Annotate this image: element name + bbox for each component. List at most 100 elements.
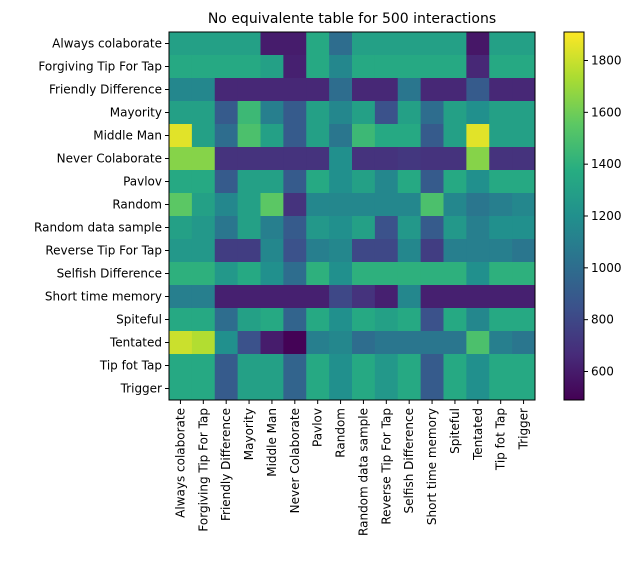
heatmap-cell [191,239,216,263]
heatmap-cell [420,55,445,79]
heatmap-cell [329,377,353,401]
heatmap-cell [191,377,216,401]
heatmap-cell [352,55,376,79]
heatmap-cell [306,124,330,148]
heatmap-cell [374,78,399,102]
heatmap-cell [512,193,536,217]
heatmap-cell [443,32,467,56]
y-tick-labels: Always colaborate Forgiving Tip For Tap Fr… [34,37,169,396]
heatmap-cell [443,331,467,355]
heatmap-cell [329,170,353,194]
heatmap-cell [169,32,193,56]
heatmap-cell [512,285,536,309]
heatmap-cell [512,124,536,148]
heatmap-cell [397,170,422,194]
y-tick-label: Never Colaborate [57,152,162,166]
heatmap-cell [397,101,422,125]
heatmap-cell [512,101,536,125]
heatmap-cell [329,216,353,240]
heatmap-cell [352,354,376,378]
heatmap-cell [260,239,284,263]
heatmap-cell [191,124,216,148]
heatmap-cell [329,239,353,263]
heatmap-cell [214,193,239,217]
heatmap-cell [466,239,490,263]
heatmap-cell [374,377,399,401]
heatmap-cell [191,331,216,355]
heatmap-cell [329,354,353,378]
x-tick-label: Never Colaborate [288,408,302,513]
heatmap-cell [214,32,239,56]
heatmap-cell [489,377,513,401]
y-tick-label: Tip fot Tap [99,359,162,373]
heatmap-cell [329,262,353,286]
heatmap-cell [443,78,467,102]
heatmap-cell [512,55,536,79]
heatmap-cell [283,262,307,286]
heatmap-cell [237,170,262,194]
x-tick-label: Reverse Tip For Tap [379,408,393,525]
y-tick-label: Random [112,198,162,212]
heatmap-cell [237,331,262,355]
heatmap-cell [374,308,399,332]
heatmap-cell [169,377,193,401]
heatmap-cell [443,101,467,125]
heatmap-cell [283,147,307,171]
heatmap-cell [306,354,330,378]
colorbar-tick-label: 1000 [591,261,622,275]
heatmap-cell [420,354,445,378]
heatmap-cell [352,78,376,102]
heatmap-cell [420,193,445,217]
heatmap-cell [191,354,216,378]
heatmap-cell [420,331,445,355]
x-tick-label: Mayority [242,408,256,460]
heatmap-cell [237,101,262,125]
heatmap-cell [466,101,490,125]
x-tick-label: Pavlov [311,408,325,447]
heatmap-cell [260,147,284,171]
colorbar-tick-label: 1400 [591,157,622,171]
heatmap-cell [169,78,193,102]
heatmap-cell [397,239,422,263]
heatmap-cell [214,239,239,263]
y-tick-label: Random data sample [34,221,162,235]
heatmap-cell [489,124,513,148]
heatmap-cell [397,147,422,171]
heatmap-cell [237,285,262,309]
heatmap-cell [191,216,216,240]
heatmap-cell [374,32,399,56]
heatmap-cell [306,170,330,194]
x-tick-label: Random data sample [356,408,370,536]
x-tick-label: Middle Man [265,408,279,477]
heatmap-cell [329,193,353,217]
heatmap-cell [306,101,330,125]
heatmap-cell [214,170,239,194]
heatmap-cell [169,216,193,240]
heatmap-cell [374,170,399,194]
heatmap-cell [237,354,262,378]
heatmap-cell [260,170,284,194]
heatmap-cell [191,78,216,102]
heatmap-cell [489,78,513,102]
heatmap-cell [489,216,513,240]
heatmap-cell [397,216,422,240]
heatmap-cell [191,32,216,56]
heatmap-cell [191,101,216,125]
x-tick-labels: Always colaborate Forgiving Tip For Tap Fr… [173,400,531,536]
heatmap-cell [260,101,284,125]
heatmap-cell [237,239,262,263]
heatmap-cell [352,331,376,355]
heatmap-cell [443,193,467,217]
heatmap-cell [397,331,422,355]
heatmap-cell [443,354,467,378]
heatmap-cell [512,147,536,171]
heatmap-cell [214,285,239,309]
colorbar-ticks: 600 800 1000 1200 1400 1600 1800 [584,54,622,378]
heatmap-cell [214,124,239,148]
heatmap-cell [169,147,193,171]
heatmap-cell [237,32,262,56]
heatmap-cell [283,55,307,79]
heatmap-cell [329,55,353,79]
